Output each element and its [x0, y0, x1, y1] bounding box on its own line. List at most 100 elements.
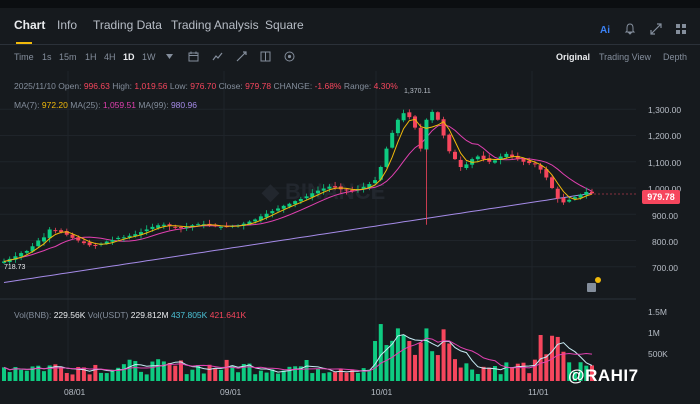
volume-bar-up: [470, 369, 475, 381]
view-trading-view[interactable]: Trading View: [599, 52, 652, 62]
candle-down: [452, 151, 457, 160]
price-tick-1200: 1,200.00: [648, 131, 682, 141]
candle-up: [121, 237, 126, 239]
volume-bar-up: [361, 368, 366, 381]
current-price-tag: 979.78: [642, 190, 680, 204]
volume-bar-up: [19, 369, 24, 381]
date-tick-11-01: 11/01: [528, 387, 549, 397]
volume-bar-up: [293, 366, 298, 381]
candle-up: [310, 193, 315, 198]
candle-up: [184, 226, 189, 228]
ma7-path: [3, 118, 593, 262]
candle-up: [430, 111, 435, 121]
tab-trading-data[interactable]: Trading Data: [93, 18, 162, 32]
volume-bar-down: [527, 373, 532, 381]
price-chart[interactable]: ◆ BINANCE 1,370.11 718.73: [0, 71, 700, 404]
price-tick-700: 700.00: [652, 263, 678, 273]
candle-up: [133, 234, 138, 237]
tab-info[interactable]: Info: [57, 18, 78, 32]
candle-up: [424, 119, 429, 150]
volume-bar-down: [344, 372, 349, 381]
candle-up: [304, 196, 309, 199]
candle-down: [510, 154, 515, 157]
candle-down: [590, 191, 594, 194]
timeframe-15m[interactable]: 15m: [59, 52, 77, 62]
candle-down: [481, 155, 486, 160]
candle-up: [19, 253, 24, 257]
view-depth[interactable]: Depth: [663, 52, 688, 62]
ma7-label: MA(7):: [14, 100, 40, 110]
timeframe-1s[interactable]: 1s: [42, 52, 52, 62]
candle-down: [561, 197, 566, 203]
candle-down: [550, 177, 555, 188]
candle-up: [293, 201, 298, 205]
volume-bar-up: [321, 373, 326, 381]
volume-bar-up: [373, 341, 378, 381]
volume-bar-up: [99, 372, 104, 381]
volume-bar-down: [590, 365, 594, 381]
volume-ma2-path: [3, 337, 593, 372]
volume-bar-up: [13, 367, 18, 381]
candle-down: [87, 242, 92, 246]
volume-bar-up: [315, 369, 320, 381]
volume-bar-down: [532, 359, 537, 381]
volume-bar-up: [161, 361, 166, 381]
candle-up: [315, 190, 320, 194]
timeframe-1w[interactable]: 1W: [142, 52, 156, 62]
volume-bar-down: [64, 373, 69, 381]
volume-bar-up: [492, 366, 497, 381]
range-value: 4.30%: [373, 81, 398, 91]
volume-bar-up: [430, 351, 435, 381]
timeframe-1d[interactable]: 1D: [123, 52, 135, 62]
volume-bar-down: [441, 329, 446, 381]
timeframe-4h[interactable]: 4H: [104, 52, 116, 62]
chart-area[interactable]: ◆ BINANCE 1,370.11 718.73 2025/11/10 Ope…: [0, 71, 700, 404]
chart-grid: [0, 71, 636, 381]
volume-bar-up: [401, 334, 406, 381]
volume-bar-down: [538, 335, 543, 381]
layout-icon[interactable]: [260, 51, 271, 62]
date-tick-08-01: 08/01: [64, 387, 86, 397]
view-original[interactable]: Original: [556, 52, 591, 62]
timeframe-1h[interactable]: 1H: [85, 52, 97, 62]
expand-icon[interactable]: [650, 23, 662, 35]
candle-up: [258, 216, 263, 221]
volume-bar-up: [475, 373, 480, 381]
indicators-icon[interactable]: [212, 51, 223, 62]
candle-down: [64, 231, 69, 235]
bell-alert-icon: [587, 283, 596, 292]
open-value: 996.63: [83, 81, 110, 91]
candle-up: [390, 132, 395, 148]
low-value: 976.70: [190, 81, 217, 91]
settings-icon[interactable]: [284, 51, 295, 62]
candle-down: [487, 158, 492, 162]
volume-tick-500k: 500K: [648, 349, 668, 359]
draw-tools-icon[interactable]: [236, 51, 247, 62]
bell-icon[interactable]: [624, 23, 636, 35]
volume-bar-up: [36, 365, 41, 381]
candle-up: [395, 119, 400, 134]
volume-ma-lines: [3, 334, 593, 373]
high-value: 1,019.56: [134, 81, 168, 91]
volume-bar-up: [355, 372, 360, 381]
candle-up: [13, 256, 18, 260]
candle-up: [24, 251, 29, 253]
ai-icon[interactable]: Ai: [600, 22, 614, 36]
volume-bar-up: [287, 366, 292, 381]
price-tick-900: 900.00: [652, 211, 678, 221]
price-tick-1100: 1,100.00: [648, 158, 682, 168]
calendar-icon[interactable]: [188, 51, 199, 62]
chevron-down-icon[interactable]: [166, 54, 173, 59]
volume-bar-up: [116, 367, 121, 381]
candle-up: [270, 211, 275, 214]
tab-trading-analysis[interactable]: Trading Analysis: [171, 18, 259, 32]
tab-square[interactable]: Square: [265, 18, 304, 32]
timeframe-time[interactable]: Time: [14, 52, 34, 62]
grid-icon[interactable]: [675, 23, 687, 35]
volume-bar-up: [184, 374, 189, 381]
candle-down: [344, 189, 349, 191]
active-tab-indicator: [16, 42, 32, 44]
volume-bar-down: [59, 366, 64, 381]
tab-chart[interactable]: Chart: [14, 18, 46, 32]
candle-down: [407, 112, 412, 118]
